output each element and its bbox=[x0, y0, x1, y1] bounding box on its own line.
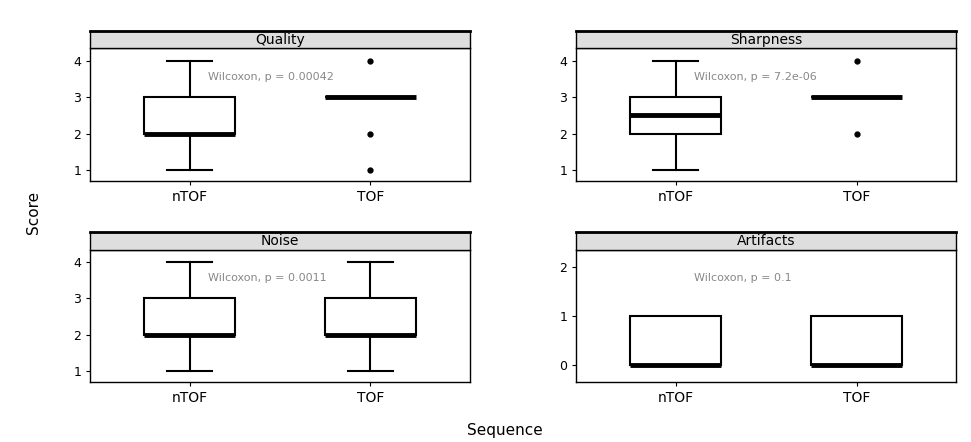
FancyBboxPatch shape bbox=[90, 31, 470, 48]
Text: Sequence: Sequence bbox=[467, 423, 543, 438]
Bar bbox=[630, 316, 720, 365]
Bar bbox=[325, 298, 416, 335]
Bar bbox=[630, 97, 720, 133]
Bar bbox=[812, 316, 902, 365]
Text: Wilcoxon, p = 7.2e-06: Wilcoxon, p = 7.2e-06 bbox=[694, 72, 817, 82]
Text: Quality: Quality bbox=[255, 33, 305, 47]
Text: Wilcoxon, p = 0.1: Wilcoxon, p = 0.1 bbox=[694, 273, 791, 283]
Text: Wilcoxon, p = 0.0011: Wilcoxon, p = 0.0011 bbox=[208, 273, 326, 283]
Text: Score: Score bbox=[26, 191, 42, 234]
Text: Sharpness: Sharpness bbox=[730, 33, 802, 47]
FancyBboxPatch shape bbox=[576, 232, 956, 250]
Bar bbox=[145, 97, 235, 133]
Text: Artifacts: Artifacts bbox=[737, 234, 795, 248]
Text: Noise: Noise bbox=[261, 234, 299, 248]
Bar bbox=[145, 298, 235, 335]
Text: Wilcoxon, p = 0.00042: Wilcoxon, p = 0.00042 bbox=[208, 72, 334, 82]
FancyBboxPatch shape bbox=[90, 232, 470, 250]
FancyBboxPatch shape bbox=[576, 31, 956, 48]
